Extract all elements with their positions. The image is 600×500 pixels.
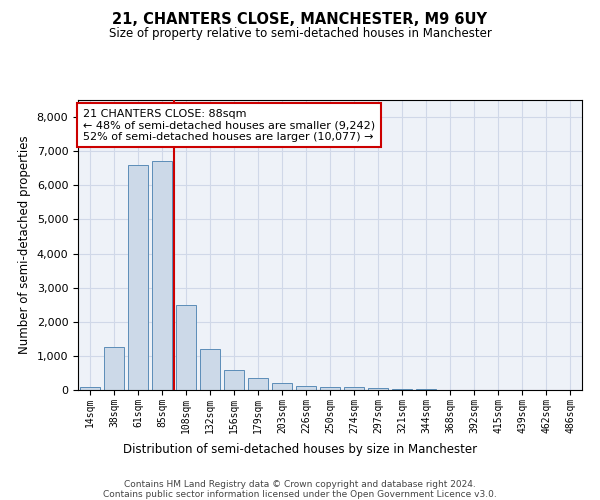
Bar xyxy=(200,349,220,390)
Bar xyxy=(320,386,340,390)
Bar xyxy=(104,348,124,390)
Text: Contains HM Land Registry data © Crown copyright and database right 2024.
Contai: Contains HM Land Registry data © Crown c… xyxy=(103,480,497,500)
Bar xyxy=(176,304,196,390)
Bar xyxy=(128,165,148,390)
Bar xyxy=(392,388,412,390)
Bar xyxy=(152,162,172,390)
Text: Distribution of semi-detached houses by size in Manchester: Distribution of semi-detached houses by … xyxy=(123,442,477,456)
Bar xyxy=(272,383,292,390)
Bar xyxy=(296,386,316,390)
Text: Size of property relative to semi-detached houses in Manchester: Size of property relative to semi-detach… xyxy=(109,28,491,40)
Bar xyxy=(344,388,364,390)
Text: 21, CHANTERS CLOSE, MANCHESTER, M9 6UY: 21, CHANTERS CLOSE, MANCHESTER, M9 6UY xyxy=(113,12,487,28)
Bar xyxy=(368,388,388,390)
Text: 21 CHANTERS CLOSE: 88sqm
← 48% of semi-detached houses are smaller (9,242)
52% o: 21 CHANTERS CLOSE: 88sqm ← 48% of semi-d… xyxy=(83,108,375,142)
Y-axis label: Number of semi-detached properties: Number of semi-detached properties xyxy=(18,136,31,354)
Bar xyxy=(224,370,244,390)
Bar xyxy=(80,388,100,390)
Bar xyxy=(248,378,268,390)
